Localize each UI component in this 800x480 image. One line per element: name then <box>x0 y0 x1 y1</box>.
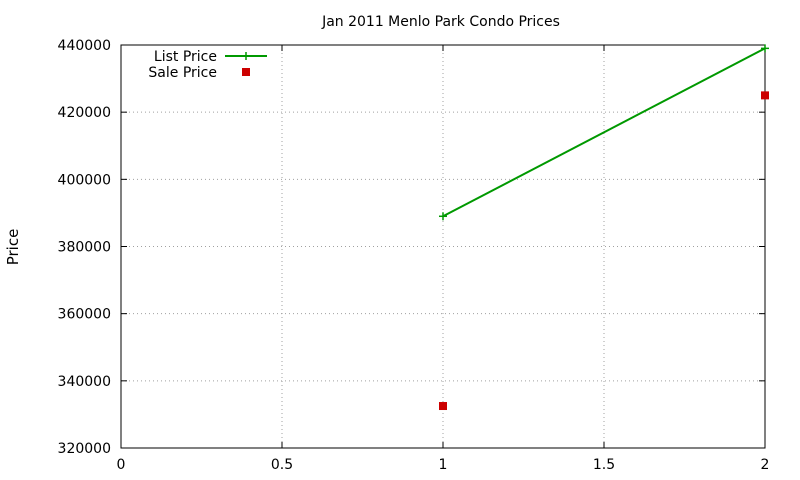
x-tick-label: 1.5 <box>593 457 615 473</box>
legend-marker-list-price <box>242 52 250 60</box>
y-tick-label: 340000 <box>58 374 111 390</box>
x-tick-label: 0 <box>117 457 126 473</box>
y-tick-label: 420000 <box>58 105 111 121</box>
list-price-point <box>761 44 769 53</box>
x-tick-label: 1 <box>439 457 448 473</box>
legend-label-list-price: List Price <box>154 49 217 65</box>
sale-price-point <box>761 91 769 100</box>
sale-price-point <box>439 402 447 411</box>
x-tick-label: 0.5 <box>271 457 293 473</box>
tick-layer: 0 0.5 1 1.5 2 320000 340000 360000 380000 400000 4… <box>58 38 770 473</box>
y-tick-label: 400000 <box>58 172 111 188</box>
grid-layer <box>121 45 765 448</box>
legend-marker-sale-price <box>242 68 250 76</box>
y-axis-label: Price <box>4 229 22 266</box>
list-price-point <box>439 212 447 221</box>
x-tick-label: 2 <box>761 457 770 473</box>
list-price-line <box>442 47 766 218</box>
legend-label-sale-price: Sale Price <box>148 65 217 81</box>
y-tick-label: 440000 <box>58 38 111 54</box>
chart-title: Jan 2011 Menlo Park Condo Prices <box>321 14 560 30</box>
y-tick-label: 320000 <box>58 441 111 457</box>
y-tick-label: 380000 <box>58 240 111 256</box>
y-tick-label: 360000 <box>58 307 111 323</box>
series-layer <box>439 44 769 411</box>
